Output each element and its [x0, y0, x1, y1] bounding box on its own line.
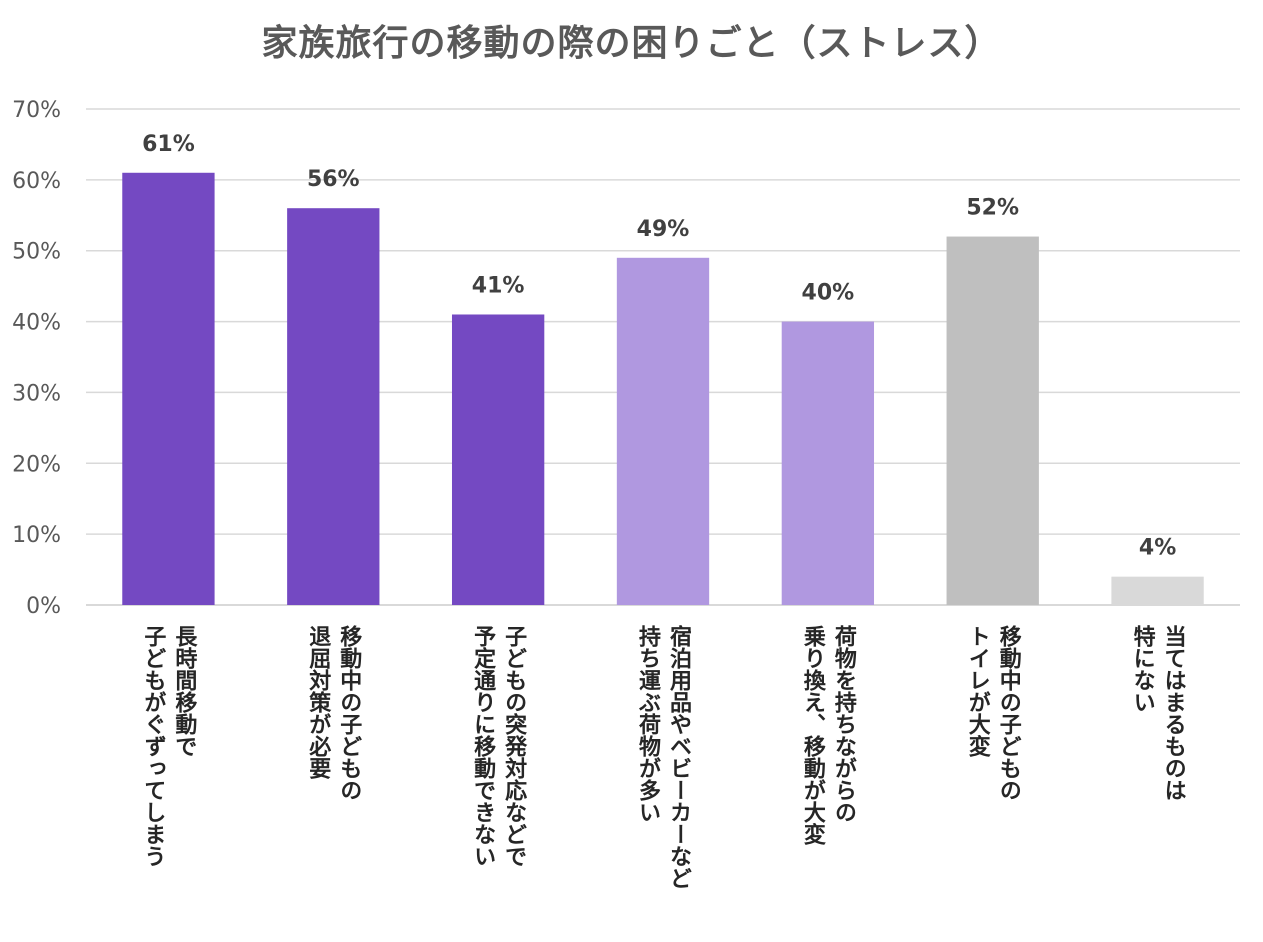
value-label: 4%	[1139, 536, 1176, 561]
value-label: 52%	[966, 196, 1019, 221]
category-label: 退屈対策が必要	[305, 625, 331, 779]
y-tick-label: 60%	[12, 169, 61, 194]
category-label: 子どもがぐずってしまう	[140, 625, 166, 867]
y-tick-label: 40%	[12, 311, 61, 336]
value-label: 56%	[307, 167, 360, 192]
y-tick-label: 10%	[12, 523, 61, 548]
category-label: 長時間移動で	[171, 625, 197, 757]
category-label: 荷物を持ちながらの	[831, 625, 857, 823]
chart-title: 家族旅行の移動の際の困りごと（ストレス）	[261, 23, 1002, 64]
value-label: 41%	[472, 273, 525, 298]
bar	[451, 314, 545, 605]
y-tick-label: 0%	[26, 594, 61, 619]
y-tick-label: 70%	[12, 98, 61, 123]
category-label: 宿泊用品やベビーカーなど	[666, 624, 692, 889]
category-label: 移動中の子どもの	[996, 624, 1022, 801]
category-label: 移動中の子どもの	[336, 624, 362, 801]
bar	[781, 321, 875, 605]
y-tick-label: 20%	[12, 452, 61, 477]
value-label: 40%	[802, 281, 855, 306]
value-label: 61%	[142, 132, 195, 157]
category-label: 子どもの突発対応などで	[501, 625, 528, 867]
bar	[1111, 576, 1204, 605]
bar	[287, 208, 380, 605]
category-label: 特にない	[1130, 624, 1156, 713]
value-label: 49%	[637, 217, 690, 242]
category-label: 当てはまるものは	[1161, 625, 1186, 801]
category-label: 予定通りに移動できない	[470, 625, 496, 867]
category-label: 持ち運ぶ荷物が多い	[635, 625, 661, 823]
bar	[122, 172, 215, 605]
bar	[616, 257, 710, 605]
category-label: トイレが大変	[965, 625, 991, 758]
y-tick-label: 30%	[12, 381, 61, 406]
category-label: 乗り換え、移動が大変	[800, 625, 826, 846]
y-tick-label: 50%	[12, 240, 61, 265]
bar	[946, 236, 1039, 606]
